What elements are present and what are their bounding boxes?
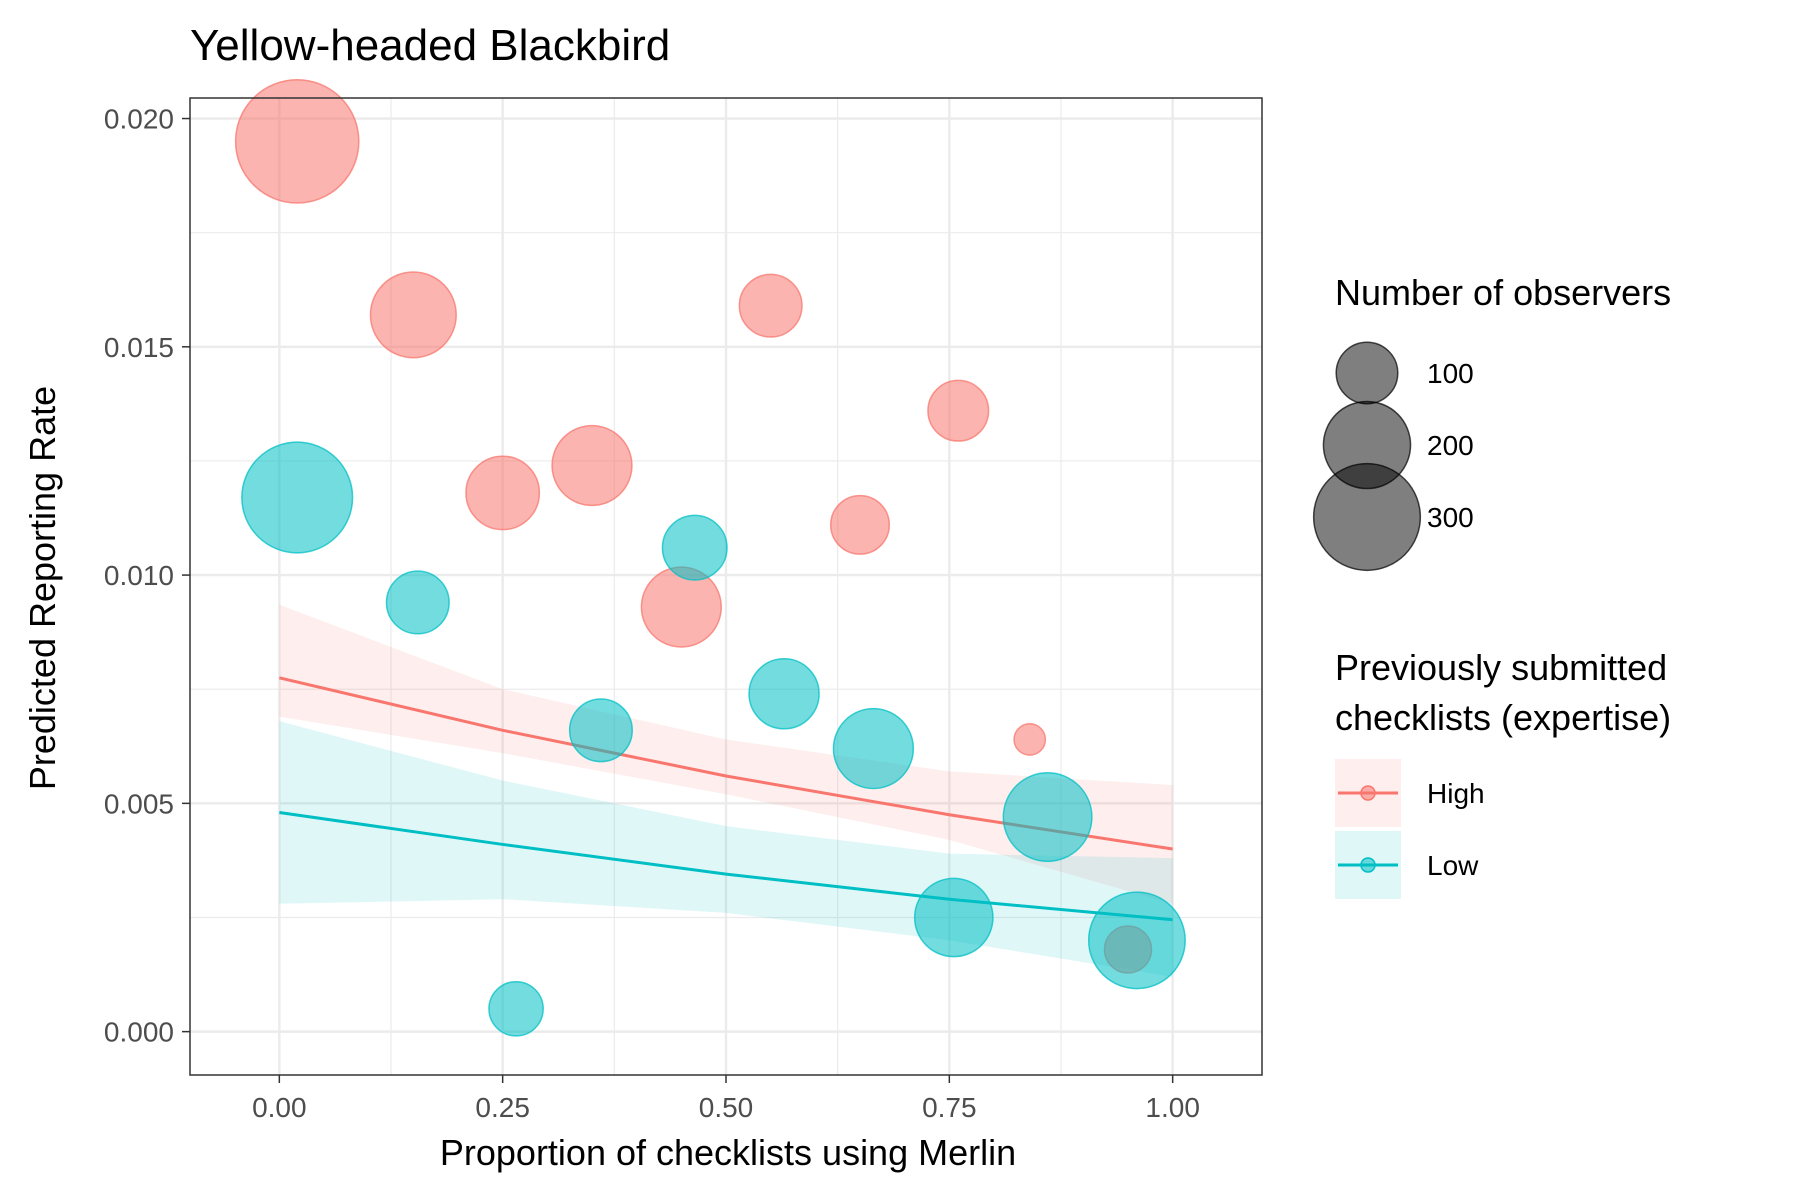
color-legend-point-low — [1360, 857, 1376, 873]
size-legend-key — [1335, 341, 1399, 405]
color-legend-title-line-1: Previously submitted — [1335, 647, 1667, 688]
color-legend-label-low: Low — [1427, 850, 1479, 881]
fit-line-low — [279, 811, 1173, 922]
point-low — [385, 570, 450, 635]
legend: Number of observers 100 200 300 Previously… — [1312, 272, 1671, 899]
size-legend-label: 300 — [1427, 502, 1474, 533]
y-axis-title: Predicted Reporting Rate — [22, 386, 63, 790]
point-high — [1013, 723, 1047, 756]
point-high — [465, 455, 541, 531]
point-high — [829, 494, 891, 555]
y-axis: 0.000 0.005 0.010 0.015 0.020 — [104, 104, 190, 1048]
plot-panel — [189, 78, 1263, 1076]
x-tick-label: 0.75 — [922, 1092, 977, 1123]
color-legend-title-line-2: checklists (expertise) — [1335, 697, 1671, 738]
ribbon-high — [279, 604, 1173, 904]
x-tick-label: 0.25 — [475, 1092, 530, 1123]
x-axis-title: Proportion of checklists using Merlin — [440, 1132, 1016, 1173]
color-legend-point-high — [1360, 785, 1376, 801]
size-legend: 100 200 300 — [1312, 341, 1474, 572]
chart-title: Yellow-headed Blackbird — [190, 21, 670, 70]
x-tick-label: 1.00 — [1145, 1092, 1200, 1123]
grid-lines — [190, 98, 1262, 1075]
color-legend: High Low — [1335, 759, 1485, 899]
point-low — [568, 698, 633, 763]
point-low — [1002, 772, 1093, 863]
x-tick-label: 0.50 — [699, 1092, 754, 1123]
y-tick-label: 0.020 — [104, 104, 174, 135]
point-low — [748, 658, 820, 730]
size-legend-key — [1312, 462, 1422, 572]
point-low — [832, 707, 915, 790]
point-high — [369, 271, 457, 359]
color-legend-label-high: High — [1427, 778, 1485, 809]
data-points — [234, 78, 1186, 1037]
point-high — [738, 273, 803, 338]
point-low — [661, 514, 728, 581]
point-high — [551, 424, 633, 507]
point-high — [640, 566, 722, 648]
point-low — [913, 877, 994, 958]
size-legend-title: Number of observers — [1335, 272, 1671, 313]
y-tick-label: 0.005 — [104, 788, 174, 819]
point-low — [488, 980, 544, 1037]
y-tick-label: 0.010 — [104, 560, 174, 591]
y-tick-label: 0.000 — [104, 1017, 174, 1048]
point-low — [1087, 891, 1186, 990]
size-legend-label: 200 — [1427, 430, 1474, 461]
x-tick-label: 0.00 — [252, 1092, 307, 1123]
size-legend-label: 100 — [1427, 358, 1474, 389]
y-tick-label: 0.015 — [104, 332, 174, 363]
x-axis: 0.00 0.25 0.50 0.75 1.00 — [252, 1075, 1200, 1123]
point-high — [234, 78, 360, 204]
point-low — [241, 441, 354, 554]
point-high — [927, 379, 990, 442]
